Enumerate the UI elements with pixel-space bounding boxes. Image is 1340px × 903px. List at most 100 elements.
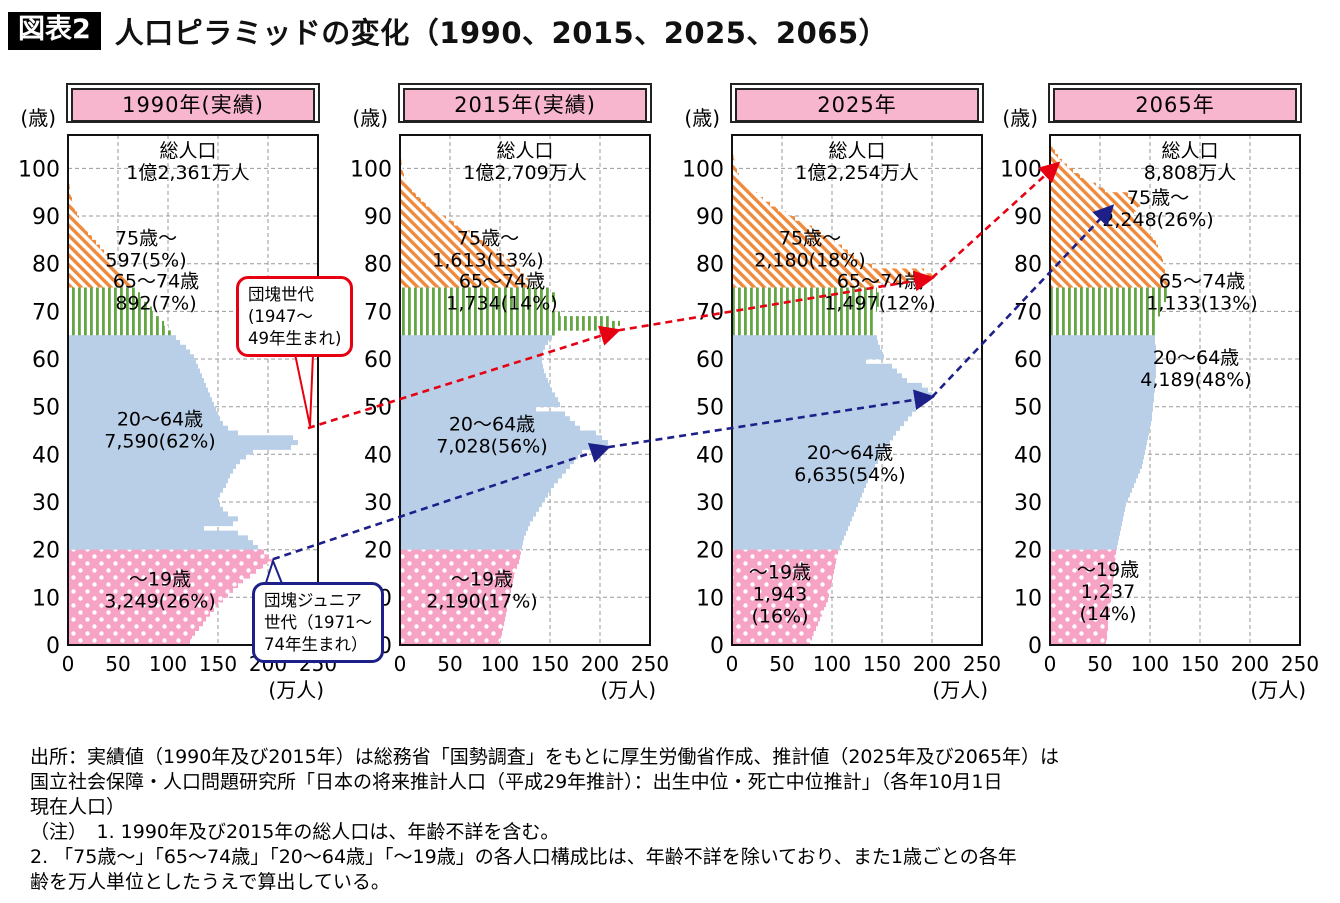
- svg-text:50: 50: [696, 396, 724, 421]
- band-20-64: [400, 335, 608, 550]
- svg-text:1億2,254万人: 1億2,254万人: [795, 162, 918, 184]
- svg-text:60: 60: [32, 348, 60, 373]
- band-20-64: [732, 335, 932, 550]
- svg-text:150: 150: [199, 652, 237, 676]
- band-20-64: [68, 335, 298, 550]
- svg-text:8,808万人: 8,808万人: [1144, 162, 1236, 184]
- band-20-64: [1050, 335, 1156, 550]
- svg-text:80: 80: [364, 253, 392, 278]
- svg-text:〜19歳: 〜19歳: [749, 561, 811, 583]
- svg-text:250: 250: [1281, 652, 1319, 676]
- svg-text:100: 100: [1131, 652, 1169, 676]
- svg-text:0: 0: [46, 634, 60, 659]
- svg-text:597(5%): 597(5%): [105, 250, 186, 272]
- band-75-104: [400, 144, 532, 288]
- svg-text:20: 20: [364, 539, 392, 564]
- svg-text:(14%): (14%): [1079, 603, 1136, 625]
- svg-text:4,189(48%): 4,189(48%): [1140, 369, 1251, 391]
- pyramid-panel-2015: 0102030405060708090100(歳)050100150200250…: [350, 106, 669, 702]
- svg-text:100: 100: [149, 652, 187, 676]
- svg-text:1億2,361万人: 1億2,361万人: [126, 162, 249, 184]
- svg-text:1,613(13%): 1,613(13%): [432, 250, 543, 272]
- svg-text:0: 0: [1028, 634, 1042, 659]
- svg-text:20〜64歳: 20〜64歳: [117, 409, 203, 431]
- svg-text:90: 90: [32, 205, 60, 230]
- source-notes: 出所：実績値（1990年及び2015年）は総務省「国勢調査」をもとに厚生労働省作…: [30, 745, 1320, 895]
- svg-text:100: 100: [18, 157, 60, 182]
- svg-text:100: 100: [813, 652, 851, 676]
- svg-text:75歳〜: 75歳〜: [1127, 187, 1189, 209]
- callout-dankai-junior-line: 世代（1971〜: [264, 612, 372, 632]
- callout-dankai-line: (1947〜: [248, 306, 313, 326]
- svg-text:70: 70: [364, 300, 392, 325]
- svg-text:20: 20: [1014, 539, 1042, 564]
- source-line: 齢を万人単位としたうえで算出している。: [30, 871, 390, 894]
- callout-dankai-junior: 団塊ジュニア 世代（1971〜 74年生まれ）: [252, 582, 384, 664]
- svg-text:〜19歳: 〜19歳: [1077, 559, 1139, 581]
- panel-header-2015: 2015年(実績): [398, 83, 652, 123]
- svg-text:90: 90: [1014, 205, 1042, 230]
- svg-text:75歳〜: 75歳〜: [457, 228, 519, 250]
- svg-text:(歳): (歳): [20, 106, 56, 130]
- svg-text:20〜64歳: 20〜64歳: [807, 442, 893, 464]
- svg-text:20〜64歳: 20〜64歳: [1153, 347, 1239, 369]
- svg-text:10: 10: [1014, 586, 1042, 611]
- callout-dankai: 団塊世代 (1947〜 49年生まれ): [236, 276, 354, 358]
- source-line: 出所：実績値（1990年及び2015年）は総務省「国勢調査」をもとに厚生労働省作…: [30, 746, 1060, 768]
- svg-text:〜19歳: 〜19歳: [129, 568, 191, 590]
- svg-text:75歳〜: 75歳〜: [115, 228, 177, 250]
- svg-text:60: 60: [696, 348, 724, 373]
- panel-header-2065: 2065年: [1048, 83, 1302, 123]
- callout-dankai-junior-line: 団塊ジュニア: [264, 591, 362, 610]
- svg-text:90: 90: [696, 205, 724, 230]
- svg-text:20: 20: [32, 539, 60, 564]
- svg-text:200: 200: [1231, 652, 1269, 676]
- band-0-19: [1050, 549, 1116, 646]
- svg-text:(歳): (歳): [684, 106, 720, 130]
- band-0-19: [400, 549, 521, 646]
- svg-text:65〜74歳: 65〜74歳: [113, 271, 199, 293]
- svg-text:100: 100: [481, 652, 519, 676]
- band-65-74: [732, 287, 882, 336]
- svg-text:総人口: 総人口: [1161, 140, 1218, 162]
- svg-text:10: 10: [696, 586, 724, 611]
- svg-text:(万人): (万人): [268, 678, 324, 702]
- svg-text:30: 30: [696, 491, 724, 516]
- pyramid-panel-2025: 0 10 20 30 40 50 60 70 80 90 100 (歳) 0 50 100 150 200 250…: [682, 106, 1001, 702]
- cohort-track-dankai: [307, 161, 1061, 430]
- band-65-74: [400, 287, 620, 336]
- source-line: 現在人口）: [30, 796, 126, 819]
- svg-text:20: 20: [696, 539, 724, 564]
- band-65-74: [1050, 287, 1168, 336]
- svg-text:70: 70: [696, 300, 724, 325]
- cohort-track-dankai-junior: [272, 204, 1115, 561]
- svg-text:50: 50: [1087, 652, 1112, 676]
- svg-text:80: 80: [1014, 253, 1042, 278]
- svg-text:2,248(26%): 2,248(26%): [1102, 209, 1213, 231]
- svg-text:250: 250: [631, 652, 669, 676]
- panel-header-label: 1990年(実績): [71, 88, 315, 122]
- svg-text:80: 80: [32, 253, 60, 278]
- callout-dankai-line: 49年生まれ): [248, 328, 342, 348]
- band-0-19: [732, 549, 838, 646]
- svg-text:50: 50: [1014, 396, 1042, 421]
- svg-text:200: 200: [913, 652, 951, 676]
- svg-text:65〜74歳: 65〜74歳: [459, 271, 545, 293]
- band-0-19: [68, 549, 273, 646]
- svg-text:75歳〜: 75歳〜: [779, 228, 841, 250]
- svg-text:(万人): (万人): [600, 678, 656, 702]
- source-line: 2. 「75歳〜」「65〜74歳」「20〜64歳」「〜19歳」の各人口構成比は、…: [30, 846, 1017, 869]
- svg-text:20〜64歳: 20〜64歳: [449, 414, 535, 436]
- svg-text:50: 50: [769, 652, 794, 676]
- svg-text:(万人): (万人): [932, 678, 988, 702]
- svg-text:30: 30: [32, 491, 60, 516]
- band-65-74: [68, 287, 172, 336]
- svg-text:892(7%): 892(7%): [115, 293, 196, 315]
- svg-text:7,028(56%): 7,028(56%): [436, 436, 547, 458]
- svg-text:0: 0: [62, 652, 75, 676]
- svg-text:(16%): (16%): [751, 605, 808, 627]
- svg-text:50: 50: [32, 396, 60, 421]
- callout-dankai-line: 団塊世代: [248, 285, 314, 304]
